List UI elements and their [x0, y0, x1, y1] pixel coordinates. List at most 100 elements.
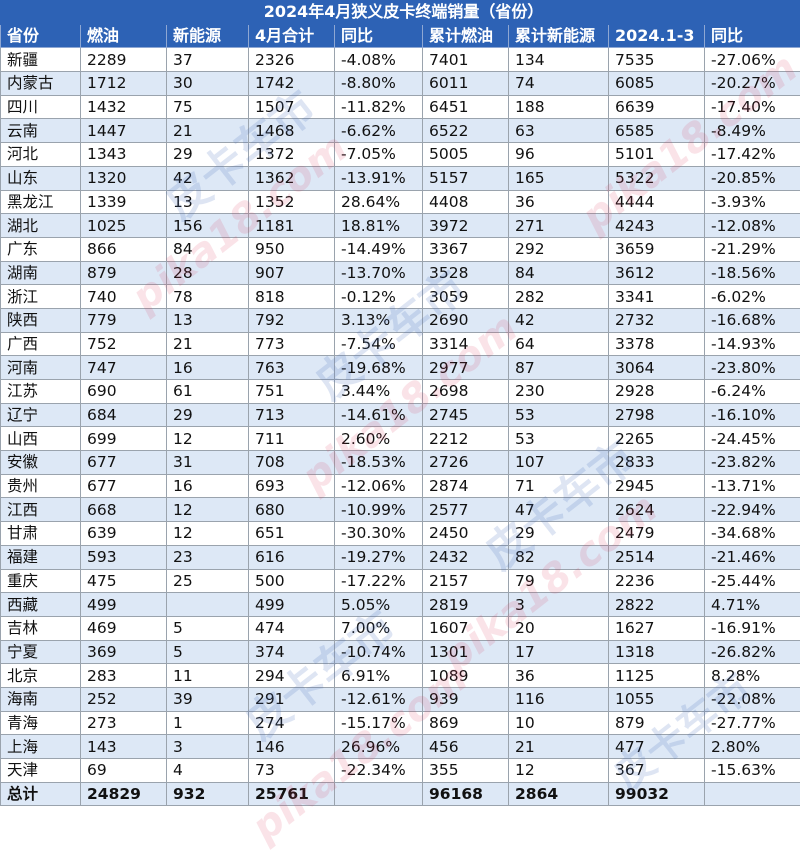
total-value: 96168: [422, 781, 509, 807]
value-cell: 1447: [80, 118, 167, 144]
value-cell: 818: [248, 284, 335, 309]
value-cell: -16.10%: [703, 402, 800, 428]
value-cell: -4.08%: [334, 47, 423, 73]
value-cell: -23.82%: [703, 450, 800, 475]
value-cell: 16: [166, 473, 249, 499]
value-cell: -8.80%: [334, 71, 423, 96]
value-cell: -18.53%: [334, 450, 423, 475]
table-row: 西藏 499 499 5.05% 2819 3 2822 4.71%: [0, 592, 800, 617]
value-cell: 1318: [608, 639, 705, 665]
table-row: 宁夏 369 5 374 -10.74% 1301 17 1318 -26.82%: [0, 639, 800, 665]
value-cell: 2874: [422, 473, 509, 499]
value-cell: 2624: [608, 497, 705, 523]
value-cell: 5: [166, 615, 249, 641]
value-cell: 12: [166, 497, 249, 523]
value-cell: -21.46%: [703, 544, 800, 570]
value-cell: 3059: [422, 284, 509, 309]
value-cell: 469: [80, 615, 167, 641]
value-cell: 53: [508, 426, 609, 452]
value-cell: -27.06%: [703, 47, 800, 73]
value-cell: -17.42%: [703, 142, 800, 167]
value-cell: 1712: [80, 71, 167, 96]
value-cell: 4243: [608, 213, 705, 238]
value-cell: 773: [248, 331, 335, 357]
value-cell: 116: [508, 686, 609, 712]
value-cell: 4.71%: [703, 592, 800, 617]
value-cell: 1468: [248, 118, 335, 144]
value-cell: 17: [508, 639, 609, 665]
province-cell: 浙江: [0, 284, 81, 309]
table-row: 江苏 690 61 751 3.44% 2698 230 2928 -6.24%: [0, 379, 800, 404]
value-cell: 36: [508, 663, 609, 688]
value-cell: -12.06%: [334, 473, 423, 499]
value-cell: 668: [80, 497, 167, 523]
value-cell: 2732: [608, 307, 705, 333]
value-cell: 693: [248, 473, 335, 499]
value-cell: 763: [248, 355, 335, 380]
value-cell: -12.08%: [703, 213, 800, 238]
value-cell: 711: [248, 426, 335, 452]
value-cell: 282: [508, 284, 609, 309]
value-cell: 2745: [422, 402, 509, 428]
value-cell: 1607: [422, 615, 509, 641]
value-cell: 1301: [422, 639, 509, 665]
value-cell: 1125: [608, 663, 705, 688]
province-cell: 上海: [0, 734, 81, 759]
value-cell: -20.27%: [703, 71, 800, 96]
value-cell: -27.77%: [703, 710, 800, 736]
value-cell: 6451: [422, 94, 509, 120]
value-cell: -25.44%: [703, 568, 800, 594]
value-cell: 25: [166, 568, 249, 594]
value-cell: 2514: [608, 544, 705, 570]
province-cell: 辽宁: [0, 402, 81, 428]
table-row: 河北 1343 29 1372 -7.05% 5005 96 5101 -17.42%: [0, 142, 800, 167]
value-cell: 677: [80, 473, 167, 499]
value-cell: 36: [508, 189, 609, 215]
total-value: 25761: [248, 781, 335, 807]
value-cell: 7.00%: [334, 615, 423, 641]
value-cell: 499: [80, 592, 167, 617]
value-cell: 29: [508, 521, 609, 546]
value-cell: 699: [80, 426, 167, 452]
value-cell: 2236: [608, 568, 705, 594]
table-row: 山西 699 12 711 2.60% 2212 53 2265 -24.45%: [0, 426, 800, 452]
value-cell: -14.61%: [334, 402, 423, 428]
value-cell: 274: [248, 710, 335, 736]
value-cell: 2479: [608, 521, 705, 546]
value-cell: 252: [80, 686, 167, 712]
value-cell: -19.27%: [334, 544, 423, 570]
value-cell: 879: [608, 710, 705, 736]
table-row: 天津 69 4 73 -22.34% 355 12 367 -15.63%: [0, 758, 800, 783]
value-cell: 273: [80, 710, 167, 736]
total-value: 2864: [508, 781, 609, 807]
value-cell: 1432: [80, 94, 167, 120]
column-header: 累计燃油: [422, 23, 509, 49]
value-cell: -24.45%: [703, 426, 800, 452]
value-cell: 71: [508, 473, 609, 499]
province-cell: 新疆: [0, 47, 81, 73]
table-row: 山东 1320 42 1362 -13.91% 5157 165 5322 -20.85%: [0, 165, 800, 191]
value-cell: 7401: [422, 47, 509, 73]
value-cell: 294: [248, 663, 335, 688]
value-cell: 188: [508, 94, 609, 120]
value-cell: 939: [422, 686, 509, 712]
value-cell: -16.68%: [703, 307, 800, 333]
value-cell: 751: [248, 379, 335, 404]
value-cell: 3367: [422, 236, 509, 262]
value-cell: 6522: [422, 118, 509, 144]
value-cell: 6085: [608, 71, 705, 96]
sales-table: 2024年4月狭义皮卡终端销量（省份） 省份 燃油 新能源 4月合计 同比 累计燃油 累计新…: [0, 0, 800, 807]
column-header: 同比: [334, 23, 423, 49]
province-cell: 湖南: [0, 260, 81, 286]
value-cell: 10: [508, 710, 609, 736]
value-cell: 2450: [422, 521, 509, 546]
province-cell: 贵州: [0, 473, 81, 499]
value-cell: 708: [248, 450, 335, 475]
table-row: 浙江 740 78 818 -0.12% 3059 282 3341 -6.02%: [0, 284, 800, 309]
value-cell: 21: [166, 331, 249, 357]
value-cell: 63: [508, 118, 609, 144]
value-cell: 87: [508, 355, 609, 380]
table-title: 2024年4月狭义皮卡终端销量（省份）: [0, 0, 800, 25]
value-cell: 1: [166, 710, 249, 736]
province-cell: 安徽: [0, 450, 81, 475]
